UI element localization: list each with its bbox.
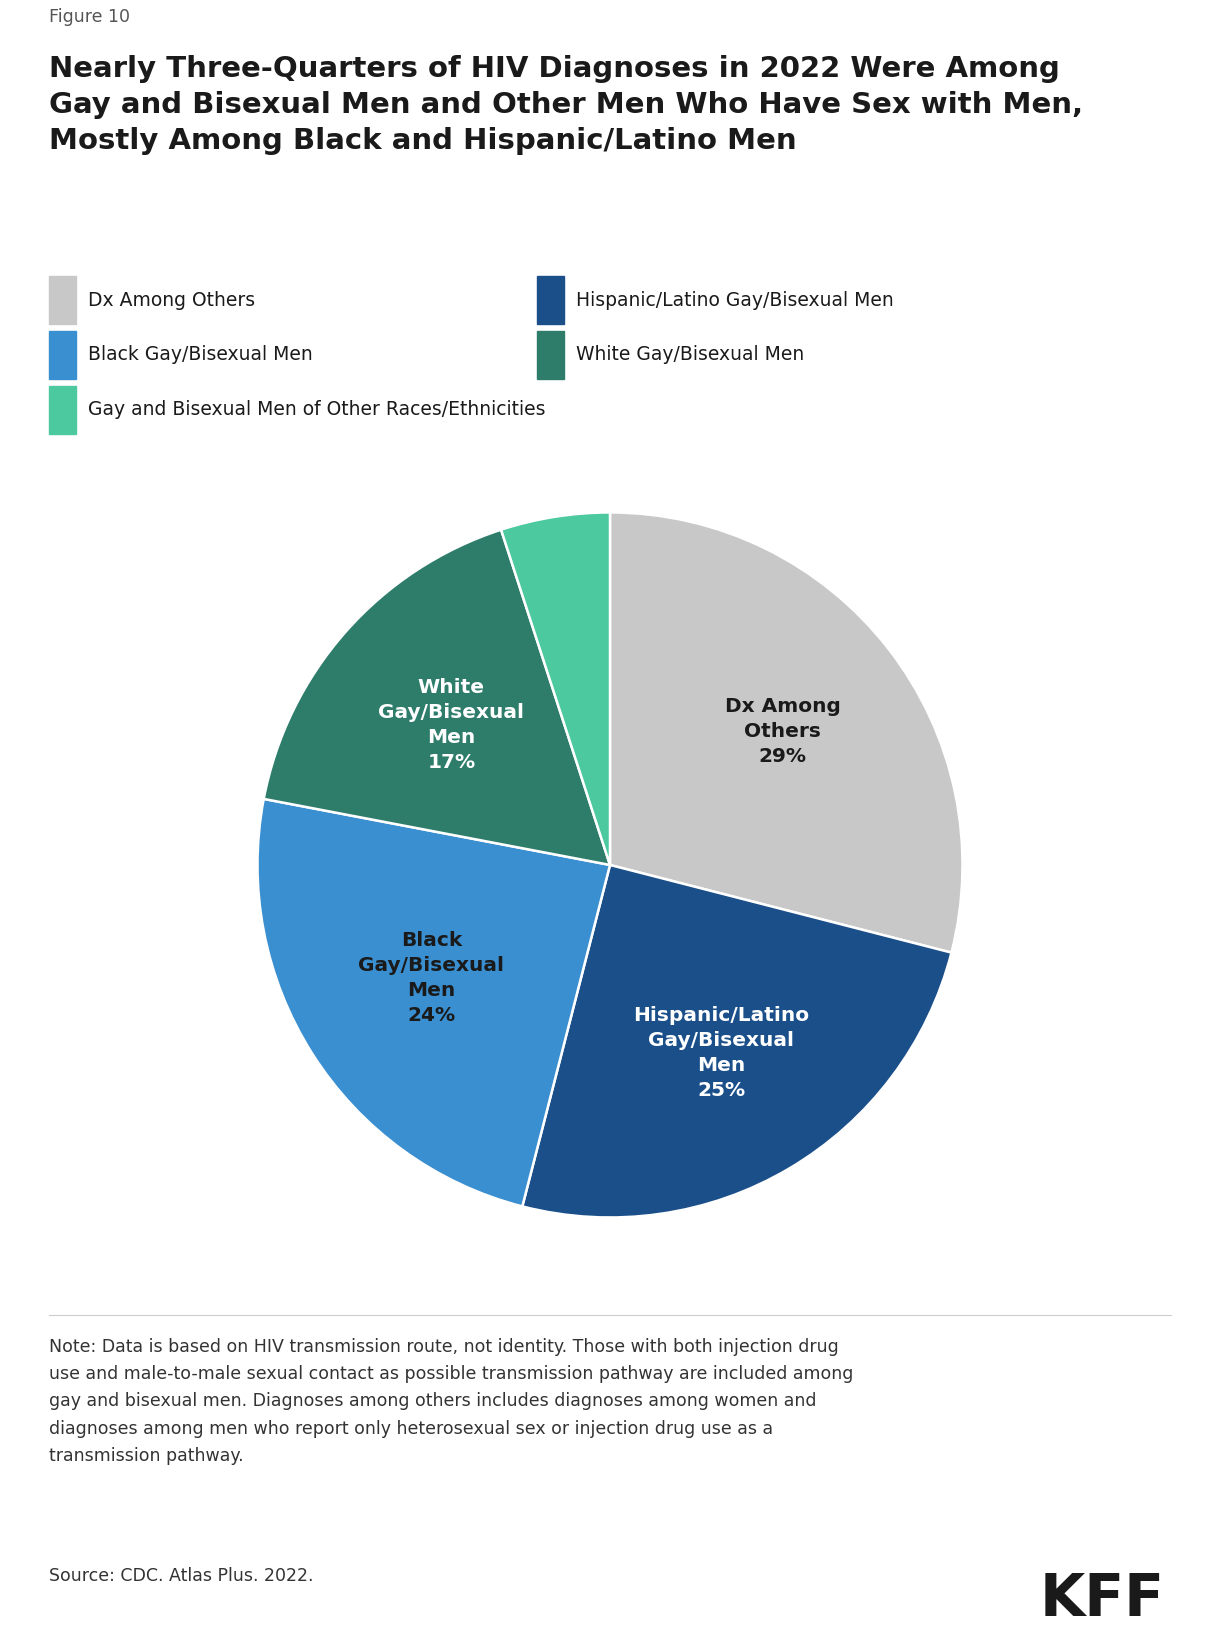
Wedge shape — [501, 512, 610, 865]
Text: Hispanic/Latino Gay/Bisexual Men: Hispanic/Latino Gay/Bisexual Men — [576, 290, 893, 310]
Text: White
Gay/Bisexual
Men
17%: White Gay/Bisexual Men 17% — [378, 677, 525, 772]
Text: Dx Among
Others
29%: Dx Among Others 29% — [725, 697, 841, 765]
Text: KFF: KFF — [1041, 1572, 1165, 1627]
Bar — [537, 331, 564, 379]
Text: Black Gay/Bisexual Men: Black Gay/Bisexual Men — [88, 346, 312, 364]
Text: Source: CDC. Atlas Plus. 2022.: Source: CDC. Atlas Plus. 2022. — [49, 1567, 314, 1585]
Text: Dx Among Others: Dx Among Others — [88, 290, 255, 310]
Wedge shape — [522, 865, 952, 1217]
Wedge shape — [610, 512, 963, 953]
Bar — [49, 385, 76, 434]
Wedge shape — [264, 530, 610, 865]
Text: White Gay/Bisexual Men: White Gay/Bisexual Men — [576, 346, 804, 364]
Bar — [537, 276, 564, 325]
Text: Note: Data is based on HIV transmission route, not identity. Those with both inj: Note: Data is based on HIV transmission … — [49, 1338, 853, 1464]
Wedge shape — [257, 800, 610, 1206]
Text: Nearly Three-Quarters of HIV Diagnoses in 2022 Were Among
Gay and Bisexual Men a: Nearly Three-Quarters of HIV Diagnoses i… — [49, 55, 1083, 155]
Bar — [49, 331, 76, 379]
Text: Hispanic/Latino
Gay/Bisexual
Men
25%: Hispanic/Latino Gay/Bisexual Men 25% — [633, 1005, 809, 1100]
Text: Gay and Bisexual Men of Other Races/Ethnicities: Gay and Bisexual Men of Other Races/Ethn… — [88, 400, 545, 419]
Bar — [49, 276, 76, 325]
Text: Figure 10: Figure 10 — [49, 8, 129, 26]
Text: Black
Gay/Bisexual
Men
24%: Black Gay/Bisexual Men 24% — [359, 932, 504, 1025]
